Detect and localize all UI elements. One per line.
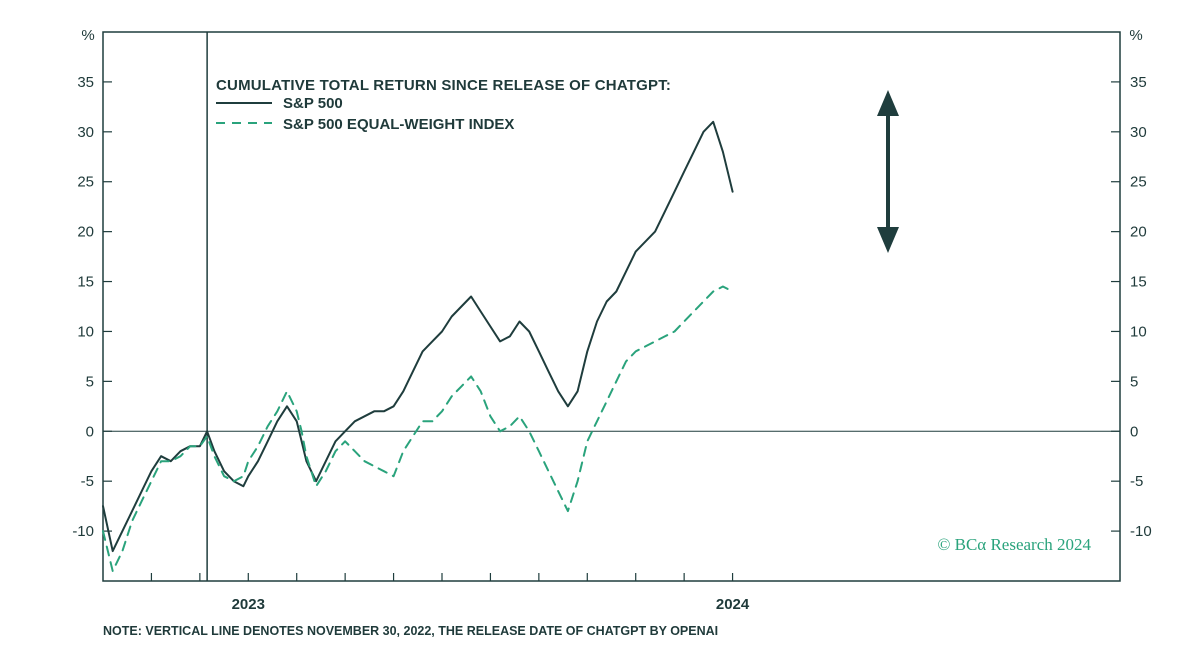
arrow-head-up — [877, 90, 899, 116]
legend: CUMULATIVE TOTAL RETURN SINCE RELEASE OF… — [216, 77, 671, 133]
y-tick-label-right: 25 — [1130, 174, 1147, 191]
y-tick-label-left: 35 — [77, 74, 94, 91]
legend-title: CUMULATIVE TOTAL RETURN SINCE RELEASE OF… — [216, 77, 671, 94]
y-tick-label-right: -10 — [1130, 523, 1152, 540]
y-tick-label-right: 30 — [1130, 124, 1147, 141]
y-tick-label-left: 30 — [77, 124, 94, 141]
credit: © BCα Research 2024 — [937, 535, 1091, 554]
y-tick-label-right: 10 — [1130, 323, 1147, 340]
y-tick-label-left: 5 — [86, 373, 94, 390]
y-tick-label-right: 5 — [1130, 373, 1138, 390]
x-axis: 2023 2024 — [150, 573, 750, 613]
y-unit-right: % — [1129, 27, 1142, 44]
footnote: NOTE: VERTICAL LINE DENOTES NOVEMBER 30,… — [103, 624, 718, 638]
x-year-label: 2023 — [232, 596, 265, 613]
legend-label-equal-weight: S&P 500 EQUAL-WEIGHT INDEX — [283, 116, 514, 133]
y-axis-right: -10 -5 0 5 10 15 20 25 30 35 — [1111, 74, 1152, 540]
series-line-equal-weight — [102, 285, 734, 572]
plot-frame — [102, 31, 1121, 582]
y-tick-label-left: -5 — [81, 473, 94, 490]
y-tick-label-right: 35 — [1130, 74, 1147, 91]
gap-arrow — [877, 90, 899, 253]
x-year-label: 2024 — [716, 596, 750, 613]
series-lines — [102, 120, 734, 572]
y-tick-label-right: 20 — [1130, 224, 1147, 241]
y-tick-label-left: 15 — [77, 274, 94, 291]
y-tick-label-left: 0 — [86, 423, 94, 440]
y-tick-label-right: 15 — [1130, 274, 1147, 291]
series-line-sp500 — [102, 120, 734, 553]
y-tick-label-left: -10 — [72, 523, 94, 540]
y-axis-left: -10 -5 0 5 10 15 20 25 30 35 — [72, 74, 112, 540]
y-tick-label-left: 20 — [77, 224, 94, 241]
y-unit-left: % — [81, 27, 94, 44]
y-tick-label-right: -5 — [1130, 473, 1143, 490]
arrow-head-down — [877, 227, 899, 253]
legend-label-sp500: S&P 500 — [283, 95, 343, 112]
y-tick-label-right: 0 — [1130, 423, 1138, 440]
y-tick-label-left: 10 — [77, 323, 94, 340]
y-tick-label-left: 25 — [77, 174, 94, 191]
